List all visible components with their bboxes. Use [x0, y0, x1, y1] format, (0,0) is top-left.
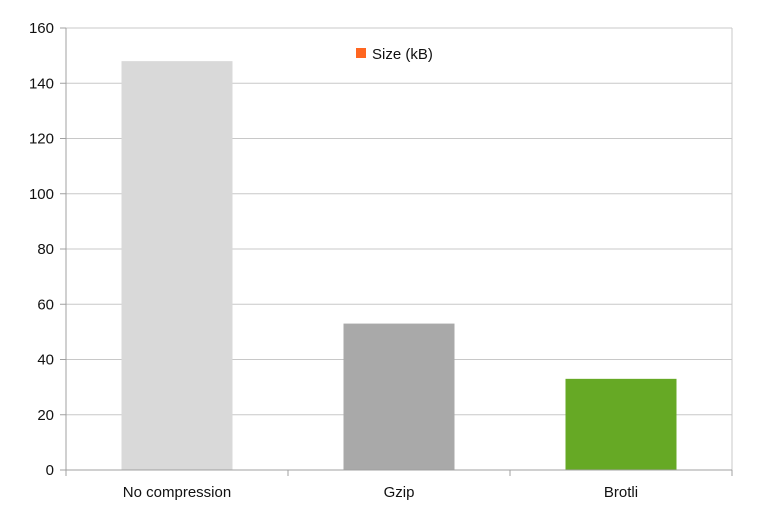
x-category-label: Gzip	[384, 484, 415, 501]
bar-gzip	[343, 323, 455, 470]
axes	[60, 27, 733, 476]
y-tick-label: 160	[29, 20, 54, 37]
y-tick-label: 80	[37, 241, 54, 258]
y-tick-label: 20	[37, 407, 54, 424]
legend: Size (kB)	[356, 46, 433, 63]
bar-no-compression	[121, 61, 233, 471]
x-category-label: No compression	[123, 484, 231, 501]
y-tick-label: 140	[29, 75, 54, 92]
x-category-label: Brotli	[604, 484, 638, 501]
legend-label: Size (kB)	[372, 46, 433, 63]
y-tick-label: 0	[46, 462, 54, 479]
y-tick-label: 100	[29, 186, 54, 203]
y-tick-label: 120	[29, 131, 54, 148]
legend-swatch	[356, 48, 366, 58]
x-category-labels: No compression Gzip Brotli	[123, 484, 638, 501]
bar-brotli	[565, 378, 677, 470]
y-tick-label: 40	[37, 352, 54, 369]
y-tick-label: 60	[37, 296, 54, 313]
bars	[121, 61, 677, 471]
y-tick-labels: 0 20 40 60 80 100 120 140 160	[29, 20, 54, 479]
